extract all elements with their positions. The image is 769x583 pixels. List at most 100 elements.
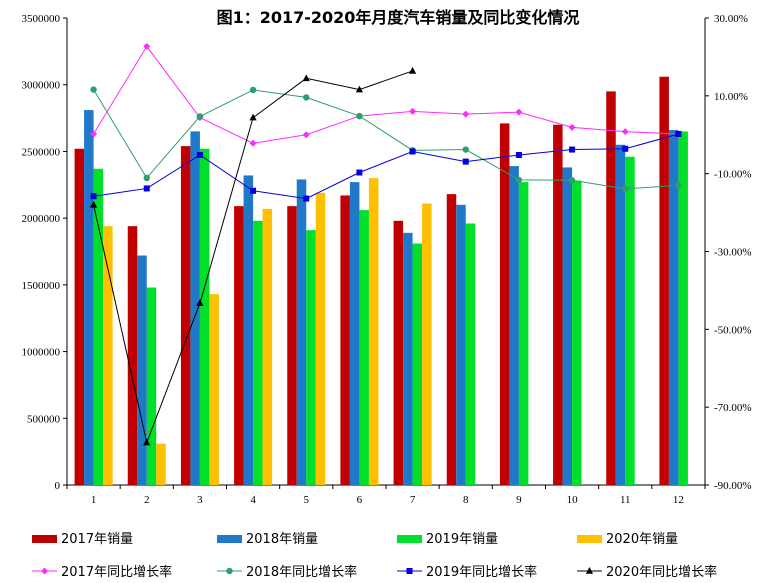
legend-swatch [577,535,602,543]
bar [446,194,457,485]
y-tick-label: 500000 [27,413,61,425]
bar [262,208,273,485]
bar [606,91,616,485]
point [408,66,417,74]
legend-label: 2018年同比增长率 [246,564,357,580]
point [143,185,150,192]
legend-label: 2020年同比增长率 [606,564,717,580]
bar [465,223,476,486]
y-tick-label: 3500000 [22,13,61,25]
point [302,74,310,82]
legend-label: 2020年销量 [606,532,678,547]
bar [209,294,219,485]
bar [93,168,104,485]
series-line [93,133,679,200]
bar [103,226,113,486]
bar [127,226,138,486]
legend-label: 2019年销量 [426,532,498,547]
bar [572,180,582,486]
x-tick-label: 4 [250,494,256,506]
legend-swatch [32,535,57,543]
bar [296,179,307,485]
x-tick-label: 2 [144,494,150,506]
x-tick-label: 6 [357,494,363,506]
bar [422,203,432,486]
series-line [93,89,679,190]
bar [368,178,379,485]
point [409,148,416,155]
bar [499,123,510,485]
bar [562,167,573,485]
point [515,176,523,184]
legend-marker [585,567,594,574]
y2-tick-label: 30.00% [714,13,748,25]
point [515,108,523,116]
point [462,158,469,165]
bar [678,131,688,485]
axes: 0 500000 1000000 1500000 2000000 2500000 30000… [22,13,752,506]
x-tick-label: 8 [463,494,469,506]
x-tick-label: 12 [673,494,684,506]
bar [180,146,191,485]
y-tick-label: 1000000 [22,347,61,359]
point [249,139,257,147]
legend-swatch [217,535,242,543]
point [303,195,310,202]
point [89,200,98,208]
point [675,130,682,137]
bar [668,130,679,485]
bar [137,255,147,485]
point [409,107,417,115]
point [196,299,204,307]
point [568,177,576,184]
series-line [93,45,679,144]
point [90,193,97,200]
bar [340,195,350,485]
y2-tick-label: -70.00% [714,402,752,414]
bar [146,287,157,485]
bar [393,220,404,485]
bar [74,148,85,485]
bar [243,175,254,485]
x-tick-label: 10 [567,494,579,506]
bar [315,192,326,485]
bar [349,182,360,486]
point [515,151,522,158]
legend-label: 2017年销量 [61,532,133,547]
x-tick-label: 3 [197,494,203,506]
legend-marker [41,567,48,575]
bar [518,182,529,486]
bar [412,243,423,485]
legend-label: 2019年同比增长率 [426,564,537,580]
point [622,185,629,193]
bar [156,443,166,485]
bar [553,124,563,485]
point [355,85,364,93]
y-tick-label: 3000000 [22,80,61,92]
y2-tick-label: -50.00% [714,324,752,336]
bar [253,220,263,485]
point [249,113,257,121]
bar [509,166,519,485]
point [90,130,98,138]
point [356,169,363,176]
legend-swatch [397,535,422,543]
x-tick-label: 11 [620,494,631,506]
legend-marker [406,568,413,574]
bar [615,144,626,485]
point [622,145,629,152]
x-tick-label: 9 [516,494,522,506]
bar [234,206,244,486]
bar [625,156,635,485]
point [621,128,629,136]
point [90,86,97,93]
y-tick-label: 1500000 [22,280,61,292]
legend-label: 2018年销量 [246,532,318,547]
legend-label: 2017年同比增长率 [61,564,172,580]
bar [359,210,369,485]
chart-title: 图1：2017-2020年月度汽车销量及同比变化情况 [217,8,580,27]
bar [190,131,200,485]
bar [199,148,210,485]
bar [287,206,297,486]
y2-tick-label: -10.00% [714,169,752,181]
